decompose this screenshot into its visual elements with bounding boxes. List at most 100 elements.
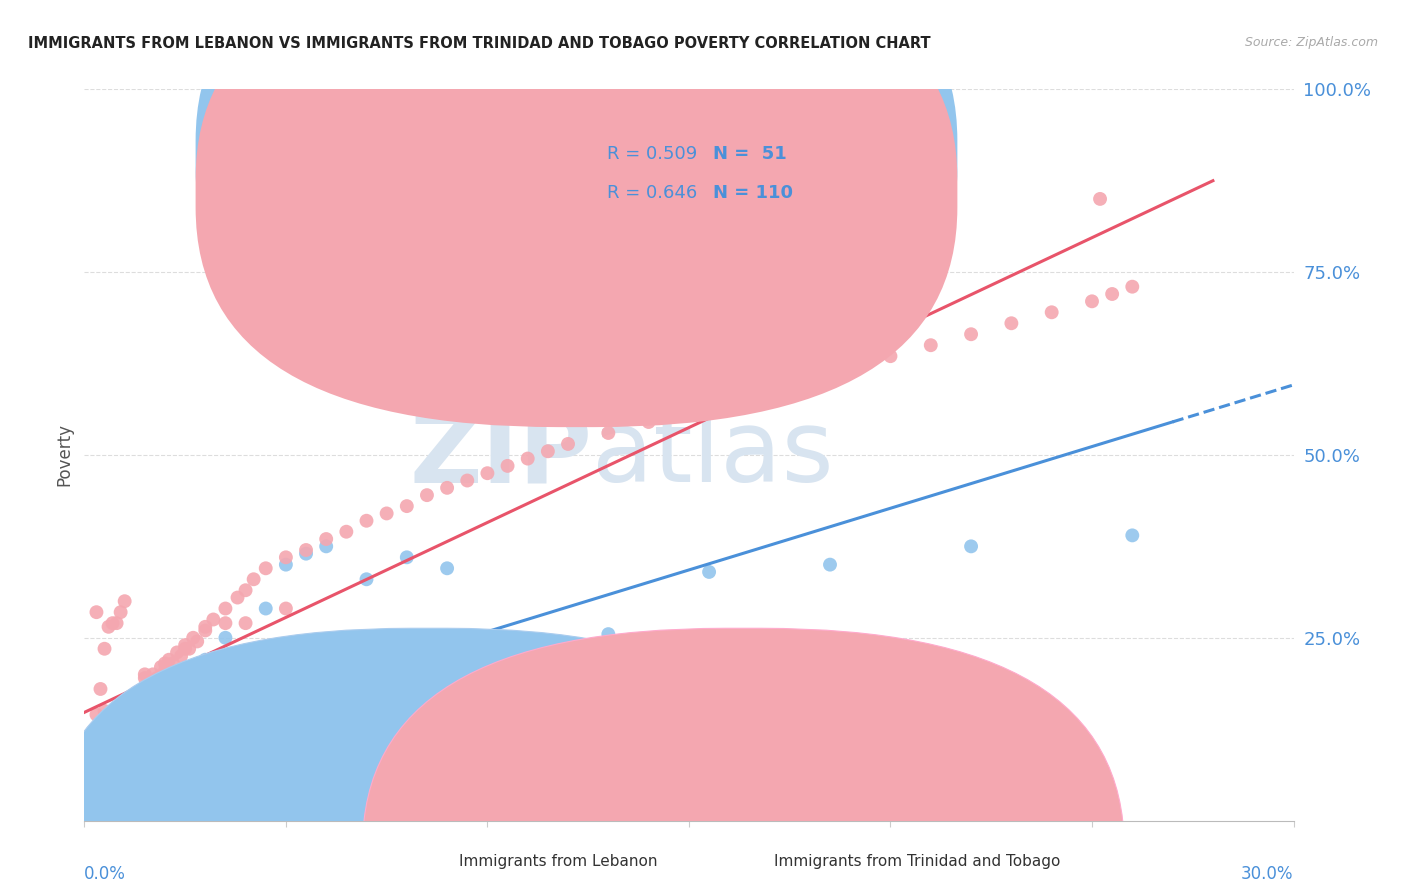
Point <box>134 667 156 681</box>
Point <box>598 425 620 440</box>
Point <box>89 740 111 755</box>
FancyBboxPatch shape <box>544 126 810 221</box>
Point <box>214 616 236 631</box>
Point <box>105 740 128 755</box>
Point <box>214 601 236 615</box>
Point <box>138 718 160 732</box>
Point <box>125 690 148 704</box>
Point <box>93 755 115 769</box>
Point <box>678 404 700 418</box>
Point <box>97 755 120 769</box>
Point <box>235 616 257 631</box>
Text: ZIP: ZIP <box>409 407 592 503</box>
Point <box>142 667 165 681</box>
Point <box>86 707 108 722</box>
Point <box>77 740 100 755</box>
Point <box>97 726 120 740</box>
Point <box>315 539 337 553</box>
Point <box>110 770 132 784</box>
Point <box>93 641 115 656</box>
Point <box>134 671 156 685</box>
Point <box>105 711 128 725</box>
Point <box>436 561 458 575</box>
Point <box>356 572 378 586</box>
Point <box>235 681 257 696</box>
Point <box>86 737 108 751</box>
Point <box>1088 192 1111 206</box>
Point <box>97 740 120 755</box>
Point <box>93 747 115 762</box>
Point <box>82 784 104 798</box>
Point <box>194 624 217 638</box>
Point <box>101 766 124 780</box>
Point <box>179 641 201 656</box>
Point <box>114 711 136 725</box>
Point <box>194 620 217 634</box>
Point <box>153 711 176 725</box>
Point <box>105 758 128 772</box>
Point <box>121 711 143 725</box>
Text: N =  51: N = 51 <box>713 145 787 162</box>
Text: IMMIGRANTS FROM LEBANON VS IMMIGRANTS FROM TRINIDAD AND TOBAGO POVERTY CORRELATI: IMMIGRANTS FROM LEBANON VS IMMIGRANTS FR… <box>28 36 931 51</box>
Point <box>105 616 128 631</box>
Point <box>879 349 901 363</box>
Point <box>146 671 169 685</box>
Point <box>114 755 136 769</box>
Point <box>129 697 152 711</box>
Text: Immigrants from Lebanon: Immigrants from Lebanon <box>460 855 658 869</box>
FancyBboxPatch shape <box>363 628 1125 892</box>
Point <box>121 747 143 762</box>
Point <box>202 612 225 626</box>
Point <box>93 763 115 777</box>
FancyBboxPatch shape <box>48 628 810 892</box>
Point <box>181 631 204 645</box>
Point <box>456 474 478 488</box>
Text: R = 0.646: R = 0.646 <box>607 184 697 202</box>
Point <box>97 788 120 802</box>
Point <box>174 697 197 711</box>
Point <box>1121 528 1143 542</box>
Point <box>395 550 418 565</box>
Text: 0.0%: 0.0% <box>84 864 127 882</box>
Point <box>125 704 148 718</box>
Point <box>839 360 862 375</box>
Point <box>86 806 108 821</box>
Point <box>114 697 136 711</box>
Point <box>356 514 378 528</box>
Point <box>395 499 418 513</box>
Point <box>110 733 132 747</box>
Point <box>121 697 143 711</box>
Point <box>335 524 357 539</box>
Point <box>77 770 100 784</box>
Point <box>114 726 136 740</box>
Point <box>114 594 136 608</box>
Point <box>1101 287 1123 301</box>
Point <box>118 704 141 718</box>
Point <box>157 653 180 667</box>
Point <box>101 616 124 631</box>
Point <box>86 766 108 780</box>
Point <box>162 690 184 704</box>
Point <box>77 755 100 769</box>
Point <box>186 634 208 648</box>
Point <box>436 481 458 495</box>
Point <box>1121 279 1143 293</box>
Point <box>149 660 172 674</box>
Point <box>101 718 124 732</box>
Point <box>134 740 156 755</box>
Point <box>920 338 942 352</box>
Point <box>162 657 184 671</box>
Text: 30.0%: 30.0% <box>1241 864 1294 882</box>
Point <box>496 458 519 473</box>
Point <box>82 770 104 784</box>
Point <box>153 657 176 671</box>
Point <box>335 638 357 652</box>
Text: Source: ZipAtlas.com: Source: ZipAtlas.com <box>1244 36 1378 49</box>
Point <box>274 558 297 572</box>
Point <box>86 788 108 802</box>
Point <box>960 539 983 553</box>
Point <box>194 653 217 667</box>
Point <box>93 777 115 791</box>
Point <box>97 770 120 784</box>
Point <box>129 744 152 758</box>
